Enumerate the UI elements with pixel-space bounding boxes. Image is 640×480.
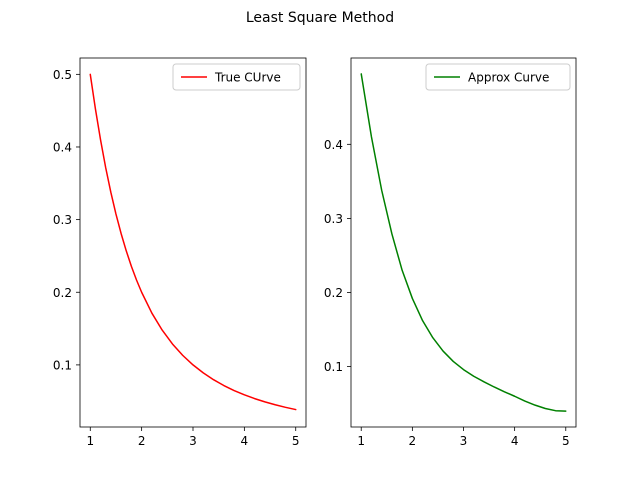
legend-0: True CUrve (172, 63, 301, 91)
y-tick-label-0-0.3: 0.3 (53, 213, 72, 227)
legend-label-1-0: Approx Curve (468, 71, 549, 85)
y-tick-label-1-0.1: 0.1 (324, 360, 343, 374)
y-tick-label-1-0.4: 0.4 (324, 138, 343, 152)
legend-box-0 (172, 63, 301, 91)
series-line-0-0 (89, 73, 297, 411)
series-line-1-0 (360, 73, 567, 412)
x-tick-label-0-4: 4 (241, 434, 249, 448)
figure-title: Least Square Method (246, 10, 394, 26)
x-tick-label-1-1: 1 (357, 434, 365, 448)
y-tick-label-1-0.2: 0.2 (324, 286, 343, 300)
left-subplot: 1 2 3 4 5 0.1 0.2 0.3 0.4 0.5 True CUrve (53, 57, 307, 448)
x-tick-label-1-4: 4 (511, 434, 519, 448)
x-tick-label-1-5: 5 (562, 434, 570, 448)
x-tick-label-0-5: 5 (292, 434, 300, 448)
legend-label-0-0: True CUrve (214, 71, 281, 85)
legend-box-1 (425, 63, 571, 91)
right-subplot: 1 2 3 4 5 0.1 0.2 0.3 0.4 Approx Curve (324, 57, 577, 448)
x-tick-label-0-3: 3 (189, 434, 197, 448)
y-tick-label-0-0.4: 0.4 (53, 140, 72, 154)
legend-1: Approx Curve (425, 63, 571, 91)
x-tick-label-0-2: 2 (138, 434, 146, 448)
y-tick-label-0-0.2: 0.2 (53, 286, 72, 300)
x-tick-label-1-3: 3 (460, 434, 468, 448)
x-tick-label-1-2: 2 (409, 434, 417, 448)
y-tick-label-1-0.3: 0.3 (324, 212, 343, 226)
y-tick-label-0-0.1: 0.1 (53, 358, 72, 372)
y-tick-label-0-0.5: 0.5 (53, 68, 72, 82)
x-tick-label-0-1: 1 (86, 434, 94, 448)
